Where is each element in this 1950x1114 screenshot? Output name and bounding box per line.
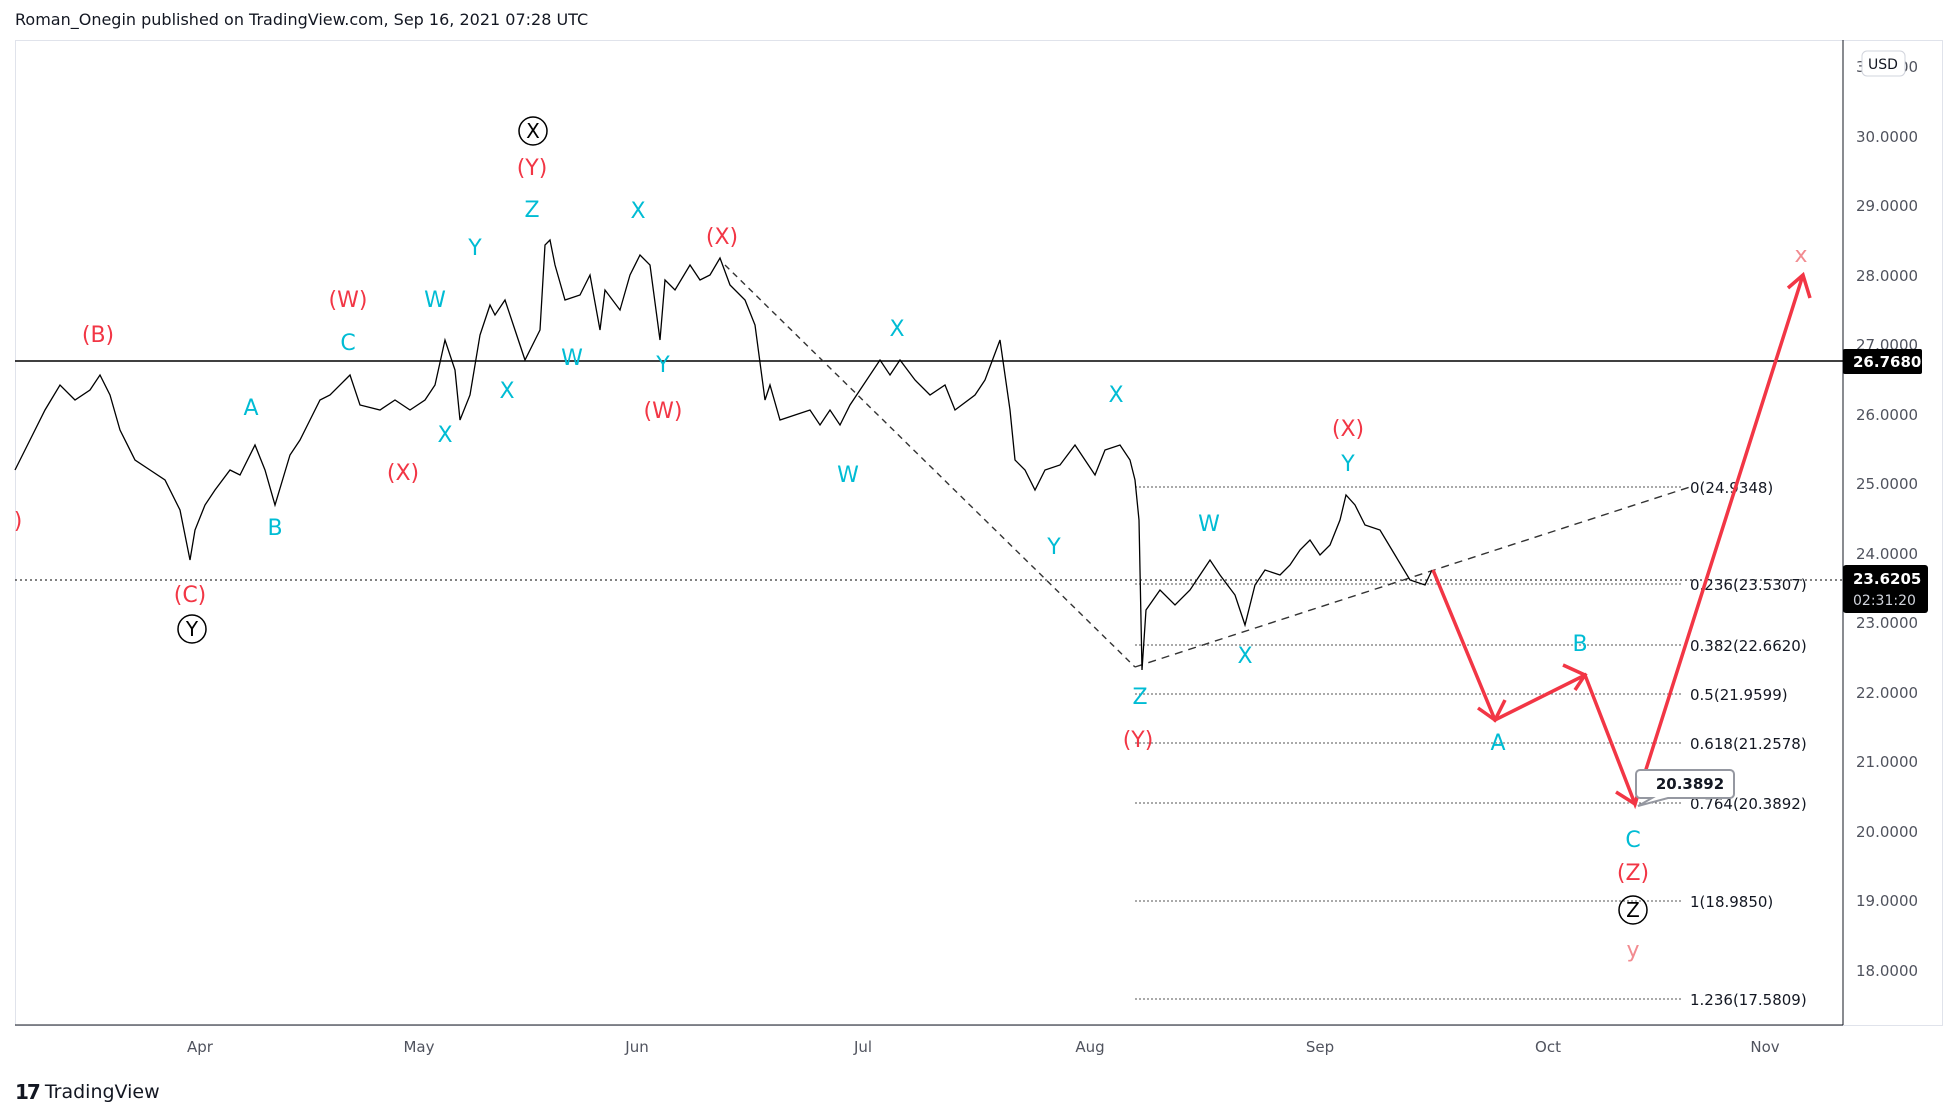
time-tick: Oct xyxy=(1535,1038,1561,1056)
svg-text:Y: Y xyxy=(467,236,482,261)
fib-label: 0.5(21.9599) xyxy=(1690,686,1788,704)
svg-text:x: x xyxy=(1794,243,1807,268)
tradingview-logo-icon: 17 xyxy=(15,1080,41,1104)
svg-text:(C): (C) xyxy=(174,583,207,608)
fib-labels: 0(24.9348) 0.236(23.5307) 0.382(22.6620)… xyxy=(1690,479,1807,1009)
svg-text:(X): (X) xyxy=(706,225,738,250)
publisher-header: Roman_Onegin published on TradingView.co… xyxy=(15,10,589,29)
price-tick: 30.0000 xyxy=(1856,128,1918,146)
price-tick: 21.0000 xyxy=(1856,753,1918,771)
time-tick: Jun xyxy=(624,1038,648,1056)
price-tick: 18.0000 xyxy=(1856,962,1918,980)
fib-extension-levels[interactable] xyxy=(1135,486,1682,1000)
svg-text:(Y): (Y) xyxy=(1123,728,1154,753)
svg-text:X: X xyxy=(630,199,645,224)
svg-text:): ) xyxy=(14,509,23,534)
svg-text:W: W xyxy=(424,288,446,313)
trendline-decline[interactable] xyxy=(724,264,1136,668)
time-tick: May xyxy=(403,1038,434,1056)
price-tick: 19.0000 xyxy=(1856,892,1918,910)
svg-text:W: W xyxy=(837,463,859,488)
svg-text:Y: Y xyxy=(655,353,670,378)
svg-text:A: A xyxy=(1490,731,1505,756)
price-tick: 25.0000 xyxy=(1856,475,1918,493)
fib-label: 1.236(17.5809) xyxy=(1690,991,1807,1009)
price-axis[interactable]: 31.0000 30.0000 29.0000 28.0000 27.0000 … xyxy=(1856,58,1918,980)
wave-labels: ) (B) (C) A B C (W) (X) W X Y X (Y) Z W … xyxy=(14,156,1808,963)
horizontal-line-price-label: 26.7680 xyxy=(1843,349,1922,374)
svg-text:B: B xyxy=(267,516,282,541)
svg-text:(X): (X) xyxy=(387,461,419,486)
svg-text:W: W xyxy=(1198,512,1220,537)
fib-label: 0.764(20.3892) xyxy=(1690,795,1807,813)
svg-text:X: X xyxy=(526,119,540,143)
svg-text:20.3892: 20.3892 xyxy=(1656,775,1724,793)
footer-brand[interactable]: 17 TradingView xyxy=(15,1080,160,1104)
svg-text:W: W xyxy=(561,346,583,371)
svg-text:Y: Y xyxy=(1046,535,1061,560)
svg-text:(Z): (Z) xyxy=(1617,861,1649,886)
svg-text:y: y xyxy=(1626,938,1639,963)
svg-text:X: X xyxy=(1237,644,1252,669)
svg-text:02:31:20: 02:31:20 xyxy=(1853,593,1916,609)
svg-text:A: A xyxy=(243,396,258,421)
svg-text:(B): (B) xyxy=(82,323,114,348)
svg-text:X: X xyxy=(437,423,452,448)
price-tick: 26.0000 xyxy=(1856,406,1918,424)
price-tick: 22.0000 xyxy=(1856,684,1918,702)
wave-projection-arrows[interactable] xyxy=(1431,271,1812,810)
circled-wave-labels: Y X Z xyxy=(177,116,1648,925)
time-tick: Jul xyxy=(853,1038,872,1056)
svg-text:Y: Y xyxy=(185,617,199,641)
svg-text:B: B xyxy=(1572,632,1587,657)
currency-badge[interactable]: USD xyxy=(1861,50,1906,77)
time-tick: Aug xyxy=(1075,1038,1104,1056)
svg-text:26.7680: 26.7680 xyxy=(1853,353,1921,371)
price-tick: 29.0000 xyxy=(1856,197,1918,215)
svg-text:Z: Z xyxy=(524,198,539,223)
svg-text:C: C xyxy=(340,331,355,356)
fib-label: 0(24.9348) xyxy=(1690,479,1773,497)
fib-label: 0.382(22.6620) xyxy=(1690,637,1807,655)
svg-text:23.6205: 23.6205 xyxy=(1853,570,1921,588)
svg-text:X: X xyxy=(499,379,514,404)
price-tick: 24.0000 xyxy=(1856,545,1918,563)
fib-label: 0.236(23.5307) xyxy=(1690,576,1807,594)
time-tick: Sep xyxy=(1306,1038,1334,1056)
svg-text:(W): (W) xyxy=(329,288,368,313)
svg-text:Y: Y xyxy=(1340,452,1355,477)
target-price-callout: 20.3892 xyxy=(1635,769,1735,807)
time-tick: Apr xyxy=(187,1038,214,1056)
svg-text:Z: Z xyxy=(1626,898,1640,922)
fib-label: 0.618(21.2578) xyxy=(1690,735,1807,753)
svg-text:(X): (X) xyxy=(1332,417,1364,442)
last-price-label: 23.6205 02:31:20 xyxy=(1843,565,1928,613)
price-bars xyxy=(14,238,1433,671)
time-axis[interactable]: Apr May Jun Jul Aug Sep Oct Nov xyxy=(187,1038,1780,1056)
fib-label: 1(18.9850) xyxy=(1690,893,1773,911)
svg-text:Z: Z xyxy=(1132,685,1147,710)
svg-text:C: C xyxy=(1625,828,1640,853)
price-tick: 23.0000 xyxy=(1856,614,1918,632)
svg-text:(Y): (Y) xyxy=(517,156,548,181)
svg-text:X: X xyxy=(1108,383,1123,408)
brand-name: TradingView xyxy=(44,1081,160,1103)
price-tick: 28.0000 xyxy=(1856,267,1918,285)
time-tick: Nov xyxy=(1750,1038,1779,1056)
svg-text:USD: USD xyxy=(1868,57,1898,73)
price-tick: 20.0000 xyxy=(1856,823,1918,841)
svg-text:X: X xyxy=(889,317,904,342)
svg-text:(W): (W) xyxy=(644,399,683,424)
